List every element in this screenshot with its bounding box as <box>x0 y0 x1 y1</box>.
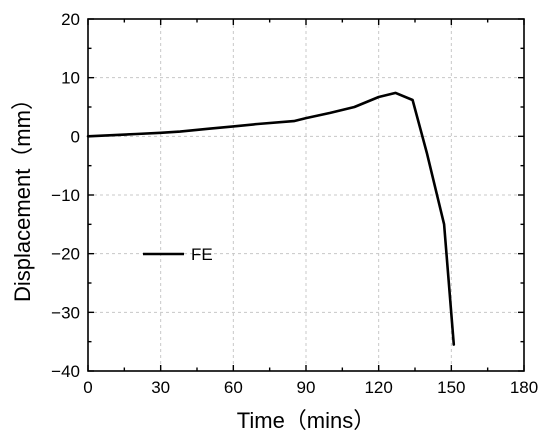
y-axis-tick-labels: 20 10 0 −10 −20 −30 −40 <box>51 10 80 381</box>
y-tick-label--30: −30 <box>51 303 80 322</box>
x-axis-label: Time（mins） <box>237 408 376 433</box>
legend: FE <box>143 245 213 264</box>
x-tick-label-30: 30 <box>151 378 170 397</box>
x-axis-ticks <box>87 19 525 371</box>
x-tick-label-60: 60 <box>224 378 243 397</box>
y-tick-label--10: −10 <box>51 186 80 205</box>
x-tick-label-90: 90 <box>297 378 316 397</box>
x-tick-label-180: 180 <box>510 378 538 397</box>
y-tick-label--40: −40 <box>51 362 80 381</box>
x-tick-label-120: 120 <box>364 378 392 397</box>
x-tick-label-150: 150 <box>437 378 465 397</box>
series-line-fe <box>86 91 456 346</box>
legend-label-fe: FE <box>191 245 213 264</box>
y-tick-label-10: 10 <box>61 69 80 88</box>
y-axis-label: Displacement（mm） <box>10 88 35 302</box>
grid <box>88 19 524 371</box>
y-axis-ticks <box>88 18 524 372</box>
x-tick-label-0: 0 <box>83 378 92 397</box>
y-tick-label-20: 20 <box>61 10 80 29</box>
y-tick-label--20: −20 <box>51 245 80 264</box>
x-axis-tick-labels: 0 30 60 90 120 150 180 <box>83 378 538 397</box>
y-tick-label-0: 0 <box>71 127 80 146</box>
plot-area <box>86 91 456 346</box>
